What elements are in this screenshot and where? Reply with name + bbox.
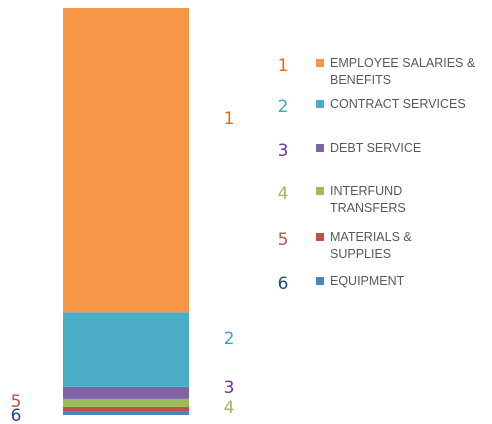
legend-number-5: 5 — [278, 230, 289, 250]
legend-number-3: 3 — [278, 141, 289, 161]
legend-swatch-2 — [316, 100, 324, 108]
legend-number-2: 2 — [278, 97, 289, 117]
bar-segment-4 — [63, 398, 189, 407]
bar-segment-6 — [63, 411, 189, 415]
legend-number-1: 1 — [278, 56, 289, 76]
legend-label-5: MATERIALS & SUPPLIES — [330, 230, 412, 261]
legend-label-2: CONTRACT SERVICES — [330, 97, 466, 111]
legend-label-1: EMPLOYEE SALARIES & BENEFITS — [330, 56, 476, 87]
legend-label-4: INTERFUND TRANSFERS — [330, 184, 406, 215]
bar-segment-3 — [63, 386, 189, 399]
legend-swatch-1 — [316, 59, 324, 67]
legend-number-6: 6 — [278, 274, 289, 294]
bar-segment-5 — [63, 406, 189, 412]
bar-segment-1 — [63, 8, 189, 313]
bar-number-label-5: 5 — [11, 392, 22, 412]
bar-number-label-1: 1 — [224, 109, 235, 129]
bar-number-label-4: 4 — [224, 398, 235, 418]
legend-swatch-5 — [316, 233, 324, 241]
bar-number-label-3: 3 — [224, 378, 235, 398]
legend-label-3: DEBT SERVICE — [330, 141, 421, 155]
legend-label-6: EQUIPMENT — [330, 274, 405, 288]
bar-number-label-2: 2 — [224, 329, 235, 349]
legend-number-4: 4 — [278, 184, 289, 204]
legend-swatch-6 — [316, 277, 324, 285]
bar-number-label-6: 6 — [11, 406, 22, 424]
bar-segment-2 — [63, 312, 189, 387]
legend-swatch-3 — [316, 144, 324, 152]
legend: 1 EMPLOYEE SALARIES & BENEFITS 2 CONTRACT SE… — [278, 56, 476, 294]
legend-swatch-4 — [316, 187, 324, 195]
stacked-bar — [63, 8, 189, 415]
